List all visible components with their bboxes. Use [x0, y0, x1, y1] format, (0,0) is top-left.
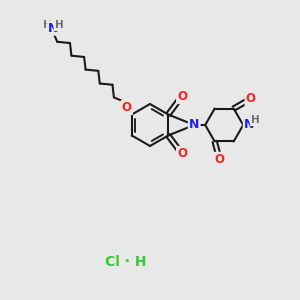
Text: O: O	[177, 147, 187, 160]
Text: O: O	[177, 90, 187, 103]
Text: N: N	[244, 118, 254, 131]
Text: O: O	[215, 153, 225, 166]
Text: N: N	[48, 22, 58, 34]
Text: Cl · H: Cl · H	[105, 255, 146, 269]
Text: O: O	[246, 92, 256, 105]
Text: H: H	[43, 20, 51, 30]
Text: N: N	[189, 118, 200, 131]
Text: O: O	[122, 101, 132, 114]
Text: H: H	[251, 115, 260, 125]
Text: H: H	[55, 20, 63, 30]
